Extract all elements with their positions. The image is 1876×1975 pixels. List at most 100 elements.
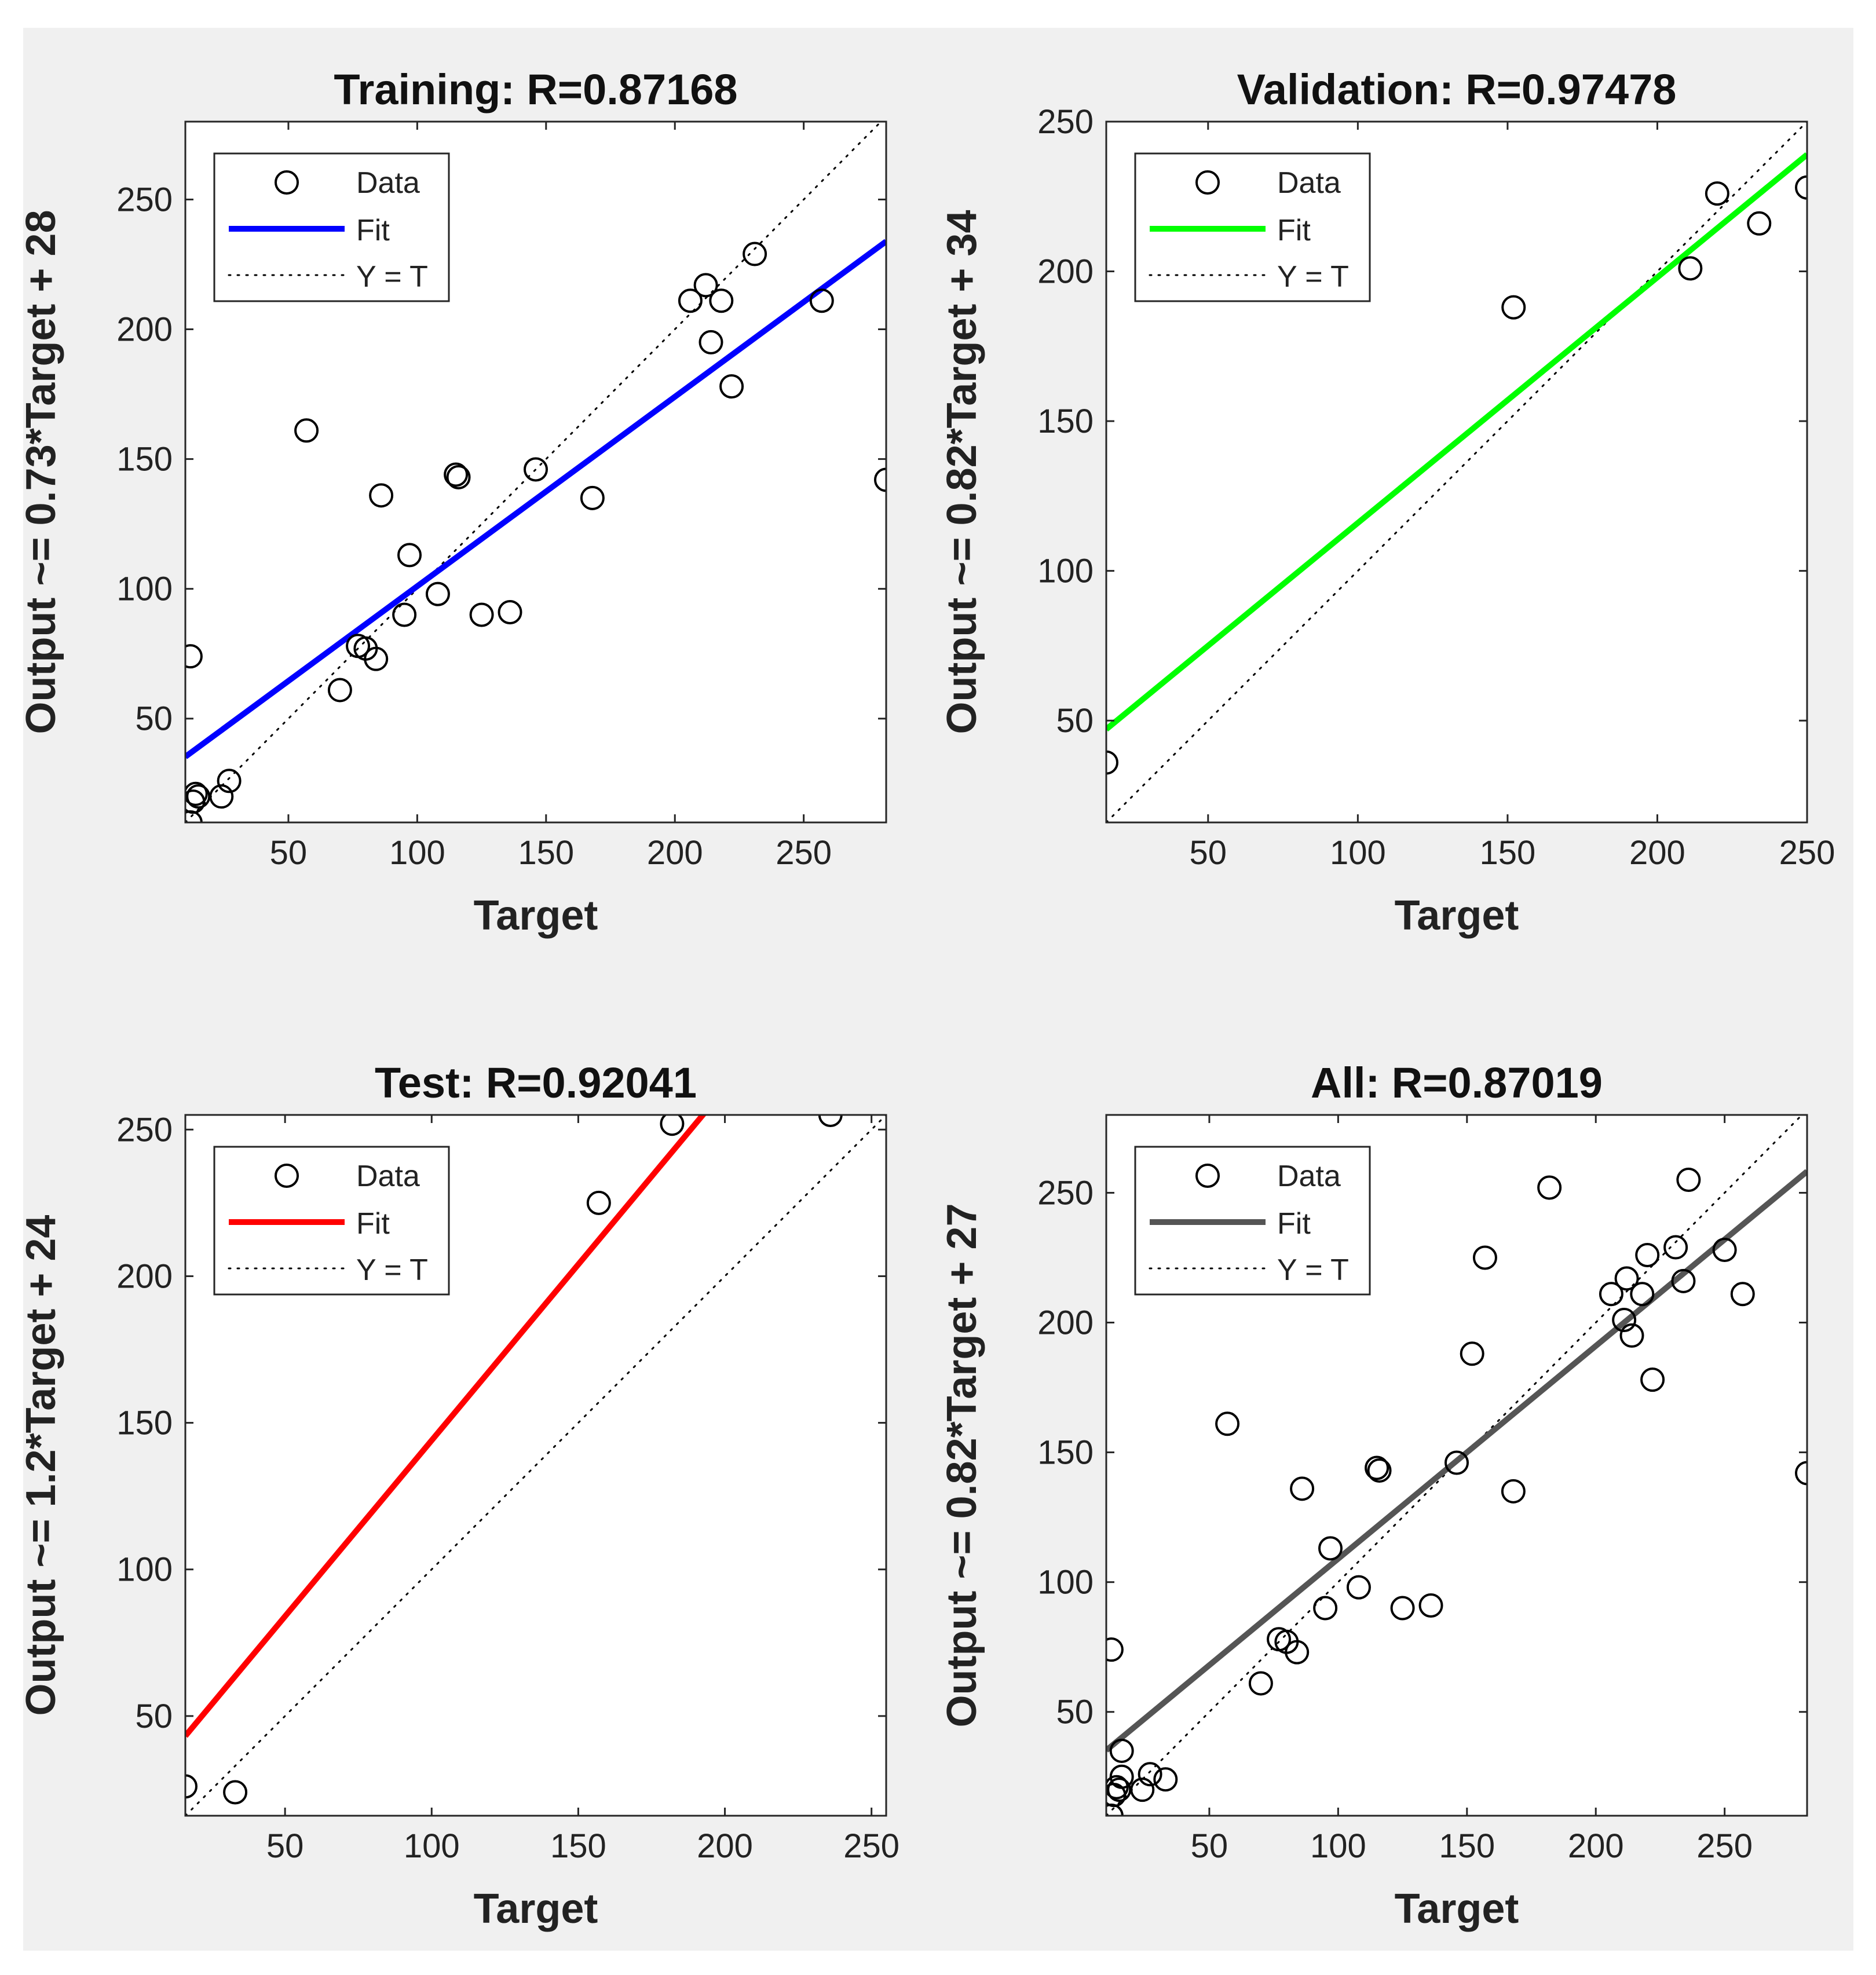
x-tick-label: 250 — [843, 1827, 899, 1865]
data-point — [1248, 1671, 1273, 1696]
data-point — [1367, 1458, 1392, 1483]
data-point — [1676, 1168, 1701, 1193]
data-point — [1153, 1767, 1178, 1792]
y-tick-label: 100 — [1037, 553, 1094, 590]
data-point — [1712, 1238, 1737, 1263]
chart-title: Validation: R=0.97478 — [1237, 65, 1677, 114]
data-point — [1537, 1175, 1562, 1200]
data-point — [1795, 1461, 1807, 1486]
x-tick-label: 50 — [270, 834, 308, 872]
legend: Data Fit Y = T — [213, 152, 450, 302]
x-tick-label: 150 — [550, 1827, 606, 1865]
legend-label-fit: Fit — [1277, 1207, 1311, 1241]
data-point — [1365, 1455, 1389, 1480]
y-tick-label: 50 — [1056, 702, 1094, 740]
chart-title: Test: R=0.92041 — [375, 1059, 697, 1107]
x-tick-label: 100 — [1310, 1827, 1366, 1865]
data-point — [1612, 1308, 1637, 1333]
data-point — [223, 1780, 248, 1805]
y-tick-label: 250 — [116, 1111, 173, 1149]
chart-panel-2: 50 100 150 200 250 50 100 150 200 250 Validation: … — [939, 65, 1835, 939]
legend: Data Fit Y = T — [1134, 1146, 1371, 1296]
data-point — [1678, 256, 1703, 281]
data-point — [743, 242, 767, 266]
fit-line — [1106, 1169, 1807, 1753]
legend-label-identity: Y = T — [1277, 260, 1349, 294]
data-point — [498, 600, 522, 624]
x-tick-label: 100 — [389, 834, 445, 872]
data-point — [1614, 1266, 1639, 1291]
x-tick-label: 250 — [1779, 834, 1835, 872]
data-point — [586, 1190, 611, 1215]
y-tick-label: 100 — [1037, 1564, 1094, 1601]
data-point — [1640, 1367, 1665, 1392]
legend-data-marker — [275, 170, 299, 195]
data-point — [524, 457, 548, 482]
x-tick-label: 150 — [1480, 834, 1536, 872]
legend-label-data: Data — [356, 166, 420, 200]
data-point — [580, 485, 605, 510]
legend-data-marker — [1195, 1164, 1220, 1188]
chart-panel-3: 50 100 150 200 250 50 100 150 200 250 Test: R=0.92… — [18, 1059, 899, 1932]
x-tick-label: 200 — [647, 834, 703, 872]
legend-label-fit: Fit — [356, 1207, 390, 1241]
data-point — [1318, 1536, 1343, 1561]
chart-panel-1: 50 100 150 200 250 50 100 150 200 250 Training: R=… — [18, 65, 887, 939]
data-point — [1705, 181, 1729, 206]
data-point — [1130, 1778, 1155, 1802]
data-point — [209, 784, 234, 809]
legend-label-identity: Y = T — [1277, 1253, 1349, 1287]
legend-label-fit: Fit — [356, 214, 390, 247]
y-tick-label: 100 — [116, 1551, 173, 1589]
y-tick-label: 50 — [135, 700, 173, 738]
y-tick-label: 150 — [1037, 403, 1094, 440]
chart-title: Training: R=0.87168 — [334, 65, 737, 114]
data-point — [397, 543, 422, 568]
y-tick-label: 150 — [1037, 1434, 1094, 1472]
x-tick-label: 250 — [776, 834, 832, 872]
x-tick-label: 100 — [1330, 834, 1386, 872]
data-point — [294, 418, 319, 443]
y-axis-label: Output ~= 1.2*Target + 24 — [18, 1215, 64, 1716]
chart-title: All: R=0.87019 — [1311, 1059, 1603, 1107]
data-point — [678, 288, 703, 313]
identity-line — [1106, 1115, 1803, 1816]
data-point — [1109, 1764, 1134, 1789]
data-point — [1418, 1593, 1443, 1618]
y-tick-label: 150 — [116, 1405, 173, 1442]
data-point — [1285, 1640, 1310, 1665]
y-tick-label: 200 — [1037, 253, 1094, 291]
x-axis-label: Target — [474, 893, 598, 939]
data-point — [1630, 1282, 1655, 1307]
x-axis-label: Target — [1395, 893, 1519, 939]
y-axis-label: Output ~= 0.82*Target + 34 — [939, 210, 985, 734]
axes-box — [184, 1114, 887, 1817]
legend-label-fit: Fit — [1277, 214, 1311, 247]
y-tick-label: 150 — [116, 441, 173, 478]
data-point — [1619, 1323, 1644, 1348]
y-tick-label: 250 — [1037, 1174, 1094, 1212]
x-tick-label: 100 — [404, 1827, 460, 1865]
x-tick-label: 50 — [1191, 1827, 1228, 1865]
data-point — [1501, 1479, 1526, 1504]
x-axis-label: Target — [474, 1886, 598, 1932]
data-point — [446, 465, 471, 489]
axes-box — [1105, 120, 1808, 824]
data-point — [1138, 1762, 1162, 1787]
data-point — [1795, 175, 1807, 200]
data-point — [392, 602, 417, 627]
data-point — [1472, 1245, 1497, 1270]
legend-label-identity: Y = T — [356, 260, 428, 294]
chart-panel-4: 50 100 150 200 250 50 100 150 200 250 All: R=0.870… — [939, 1059, 1808, 1932]
legend-data-marker — [275, 1164, 299, 1188]
axes-box — [184, 120, 887, 824]
x-tick-label: 250 — [1696, 1827, 1753, 1865]
data-point — [186, 784, 211, 809]
data-point — [1290, 1476, 1315, 1501]
data-point — [369, 483, 394, 508]
data-point — [185, 781, 208, 806]
data-point — [1671, 1268, 1696, 1293]
x-tick-label: 200 — [1629, 834, 1685, 872]
legend: Data Fit Y = T — [213, 1146, 450, 1296]
legend-label-data: Data — [1277, 1160, 1341, 1193]
